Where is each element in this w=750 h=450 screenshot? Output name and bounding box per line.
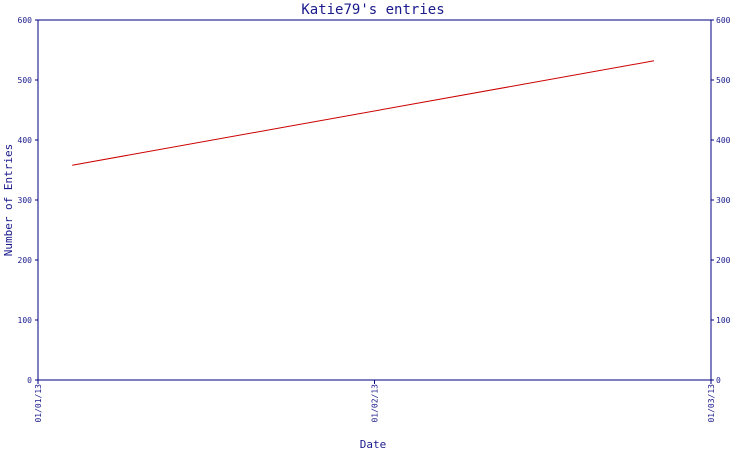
- series-group: [72, 60, 655, 166]
- y-tick-label-left-6: 600: [18, 16, 33, 25]
- y-tick-label-right-2: 200: [716, 256, 731, 265]
- y-tick-label-left-4: 400: [18, 136, 33, 145]
- y-tick-label-left-1: 100: [18, 316, 33, 325]
- x-tick-label-2: 01/03/13: [707, 384, 716, 423]
- y-axis-left: 0 100 200 300 400 500 600: [18, 16, 38, 385]
- y-tick-label-right-0: 0: [716, 376, 721, 385]
- x-axis: 01/01/13 01/02/13 01/03/13: [34, 380, 716, 423]
- plot-frame: [37, 19, 712, 381]
- y-tick-label-left-3: 300: [18, 196, 33, 205]
- y-axis-label: Number of Entries: [2, 144, 15, 257]
- chart-title: Katie79's entries: [301, 2, 444, 18]
- y-axis-right: 0 100 200 300 400 500 600: [711, 16, 731, 385]
- y-tick-label-right-3: 300: [716, 196, 731, 205]
- x-tick-label-1: 01/02/13: [371, 384, 380, 423]
- x-tick-label-0: 01/01/13: [34, 384, 43, 423]
- y-tick-label-right-5: 500: [716, 76, 731, 85]
- y-tick-label-left-2: 200: [18, 256, 33, 265]
- x-axis-label: Date: [360, 438, 387, 450]
- y-tick-label-right-6: 600: [716, 16, 731, 25]
- y-tick-label-right-1: 100: [716, 316, 731, 325]
- y-tick-label-left-0: 0: [27, 376, 32, 385]
- y-tick-label-left-5: 500: [18, 76, 33, 85]
- series-line-0: [72, 60, 655, 166]
- y-tick-label-right-4: 400: [716, 136, 731, 145]
